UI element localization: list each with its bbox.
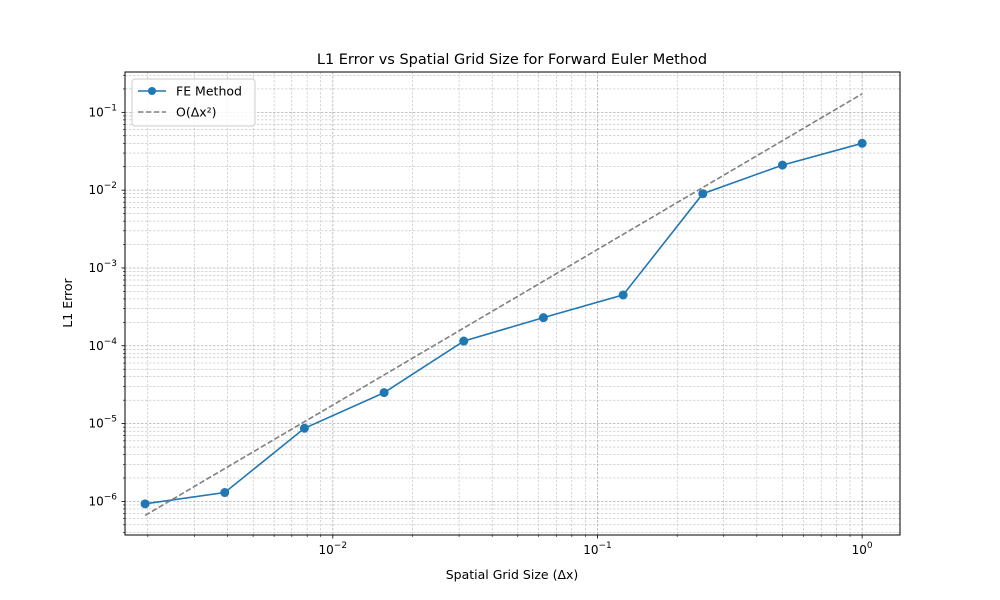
series-line-0 <box>144 142 863 505</box>
plot-frame <box>124 71 901 536</box>
axis-ticks <box>121 74 863 539</box>
data-point <box>299 423 309 433</box>
data-point <box>140 499 150 509</box>
data-point <box>379 388 389 398</box>
series-line-1 <box>144 93 863 517</box>
data-point <box>618 290 628 300</box>
data-point <box>777 160 787 170</box>
data-point <box>857 138 867 148</box>
series-layer <box>140 93 867 517</box>
legend-ref-label: O(Δx²) <box>176 105 217 120</box>
data-point <box>220 488 230 498</box>
data-point <box>459 336 469 346</box>
y-axis-label: L1 Error <box>60 277 75 327</box>
legend: FE Method O(Δx²) <box>131 78 256 127</box>
x-axis-label: Spatial Grid Size (Δx) <box>446 567 579 582</box>
legend-fe-marker <box>148 87 156 95</box>
grid-minor <box>125 72 900 535</box>
data-point <box>698 189 708 199</box>
legend-fe-label: FE Method <box>176 84 242 99</box>
chart-title: L1 Error vs Spatial Grid Size for Forwar… <box>317 52 707 68</box>
data-point <box>538 313 548 323</box>
